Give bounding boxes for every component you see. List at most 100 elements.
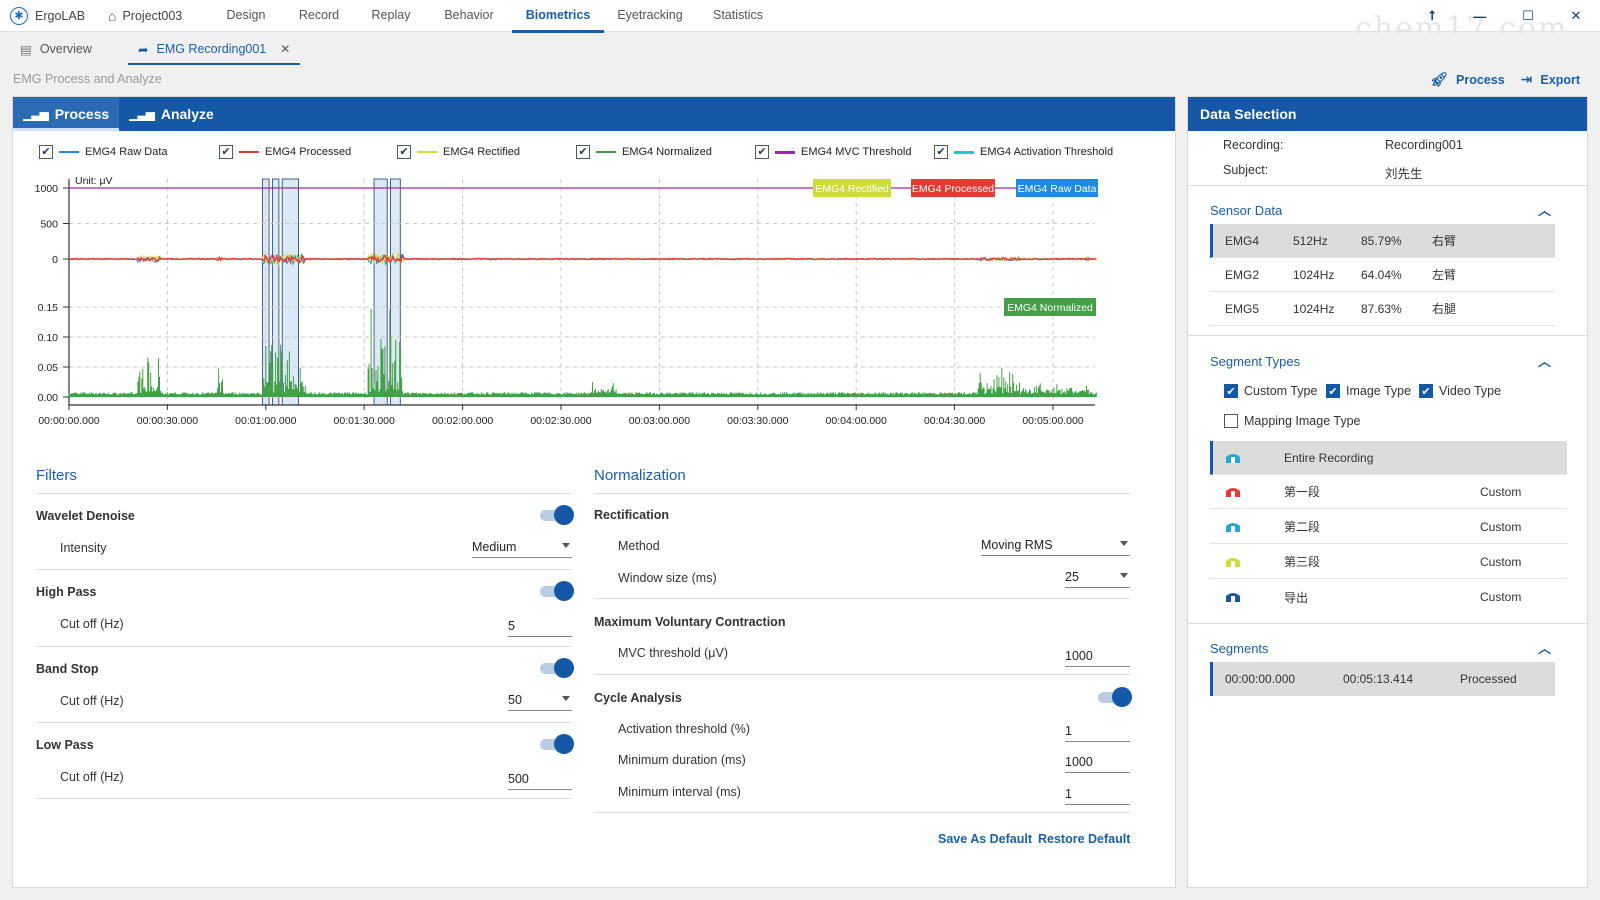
sensor-name: EMG5 xyxy=(1225,301,1260,316)
highpass-toggle[interactable] xyxy=(540,581,574,601)
mvc-threshold-label: MVC threshold (μV) xyxy=(618,646,729,660)
lowpass-toggle[interactable] xyxy=(540,734,574,754)
checkbox-checked-icon[interactable]: ✔ xyxy=(934,145,948,159)
emg-chart[interactable]: 00:00:00.000 00:00:30.000 00:01:00.000 00:0… xyxy=(13,167,1153,547)
x-tick-label: 00:03:00.000 xyxy=(629,415,690,427)
tab-process[interactable]: ▁▃▅ Process xyxy=(13,97,120,131)
ergolab-logo-icon: ✱ xyxy=(10,6,28,25)
bandstop-toggle[interactable] xyxy=(540,658,574,678)
cycle-analysis-toggle[interactable] xyxy=(1098,687,1132,707)
pin-icon[interactable]: ⭡ xyxy=(1428,8,1436,23)
legend-label: EMG4 Normalized xyxy=(622,146,712,158)
tab-overview[interactable]: ▤ Overview xyxy=(0,33,118,65)
minimum-duration-value: 1000 xyxy=(1065,755,1093,769)
x-tick-label: 00:00:00.000 xyxy=(38,415,99,427)
window-size-select[interactable]: 25 xyxy=(1065,568,1130,588)
nav-design[interactable]: Design xyxy=(226,7,266,22)
nav-eyetracking[interactable]: Eyetracking xyxy=(617,7,683,22)
segment-type-row[interactable]: 导出 Custom xyxy=(1210,580,1567,614)
nav-statistics[interactable]: Statistics xyxy=(712,7,763,22)
checkbox-checked-icon: ✔ xyxy=(1224,384,1238,398)
close-tab-icon[interactable]: ✕ xyxy=(280,42,291,56)
segment-type-row[interactable]: Entire Recording xyxy=(1210,441,1567,475)
nav-behavior[interactable]: Behavior xyxy=(444,7,494,22)
activation-threshold-input[interactable]: 1 xyxy=(1065,722,1130,742)
app-logo[interactable]: ✱ ErgoLAB xyxy=(0,6,108,25)
bandstop-cutoff-select[interactable]: 50 xyxy=(508,691,572,711)
x-tick-label: 00:05:00.000 xyxy=(1022,415,1083,427)
checkbox-checked-icon[interactable]: ✔ xyxy=(39,145,53,159)
legend-raw[interactable]: ✔ EMG4 Raw Data xyxy=(39,145,168,159)
checkbox-checked-icon[interactable]: ✔ xyxy=(755,145,769,159)
legend-activation-threshold[interactable]: ✔ EMG4 Activation Threshold xyxy=(934,145,1113,159)
subject-value: 刘先生 xyxy=(1385,167,1423,181)
tab-emg-recording[interactable]: ➦ EMG Recording001 ✕ xyxy=(118,33,300,65)
minimum-duration-input[interactable]: 1000 xyxy=(1065,753,1130,773)
recording-label: Recording: xyxy=(1223,138,1284,152)
maximize-icon[interactable]: ☐ xyxy=(1522,8,1534,23)
sensor-rate: 512Hz xyxy=(1293,233,1328,248)
page-title: EMG Process and Analyze xyxy=(13,72,162,86)
mapping-image-type-checkbox[interactable]: Mapping Image Type xyxy=(1224,414,1361,428)
segment-type-icon xyxy=(1226,593,1240,602)
legend-swatch xyxy=(596,151,616,153)
tab-overview-label: Overview xyxy=(39,42,92,56)
legend-mvc-threshold[interactable]: ✔ EMG4 MVC Threshold xyxy=(755,145,911,159)
y-tick-label-bottom: 0.05 xyxy=(38,362,59,374)
checkbox-checked-icon[interactable]: ✔ xyxy=(576,145,590,159)
minimum-interval-input[interactable]: 1 xyxy=(1065,785,1130,805)
segment-row[interactable]: 00:00:00.000 00:05:13.414 Processed xyxy=(1210,662,1555,696)
chevron-up-icon[interactable]: ︿ xyxy=(1538,354,1552,369)
minimize-icon[interactable]: — xyxy=(1473,8,1487,24)
sensor-row[interactable]: EMG2 1024Hz 64.04% 左臂 xyxy=(1210,258,1555,292)
lowpass-cutoff-input[interactable]: 500 xyxy=(508,770,572,790)
sensor-row[interactable]: EMG5 1024Hz 87.63% 右腿 xyxy=(1210,292,1555,326)
legend-label: EMG4 Rectified xyxy=(443,146,521,158)
rocket-icon: 🚀︎ xyxy=(1430,71,1449,87)
chevron-down-icon xyxy=(1120,541,1128,546)
legend-normalized[interactable]: ✔ EMG4 Normalized xyxy=(576,145,712,159)
close-icon[interactable]: ✕ xyxy=(1570,8,1582,23)
project-button[interactable]: ⌂ Project003 xyxy=(108,8,210,24)
custom-type-checkbox[interactable]: ✔ Custom Type xyxy=(1224,384,1317,398)
tab-analyze[interactable]: ▁▃▅ Analyze xyxy=(119,97,224,131)
legend-swatch xyxy=(239,151,259,153)
checkbox-checked-icon[interactable]: ✔ xyxy=(397,145,411,159)
segment-type-name: Entire Recording xyxy=(1284,450,1374,465)
nav-replay[interactable]: Replay xyxy=(371,7,411,22)
wavelet-toggle[interactable] xyxy=(540,505,574,525)
x-tick-label: 00:01:00.000 xyxy=(235,415,296,427)
segment-type-row[interactable]: 第一段 Custom xyxy=(1210,475,1567,509)
sensor-row[interactable]: EMG4 512Hz 85.79% 右臂 xyxy=(1210,224,1555,258)
checkbox-checked-icon[interactable]: ✔ xyxy=(219,145,233,159)
mvc-threshold-input[interactable]: 1000 xyxy=(1065,647,1130,667)
legend-rectified[interactable]: ✔ EMG4 Rectified xyxy=(397,145,520,159)
export-button[interactable]: ⇥ Export xyxy=(1521,71,1580,88)
window-controls: ⭡ — ☐ ✕ xyxy=(1408,0,1600,32)
restore-default-button[interactable]: Restore Default xyxy=(1038,832,1131,846)
legend-label: EMG4 MVC Threshold xyxy=(801,146,912,158)
sensor-quality: 64.04% xyxy=(1361,267,1402,282)
legend-processed[interactable]: ✔ EMG4 Processed xyxy=(219,145,351,159)
process-button-label: Process xyxy=(1456,72,1505,87)
highpass-cutoff-input[interactable]: 5 xyxy=(508,617,572,637)
nav-biometrics[interactable]: Biometrics xyxy=(512,0,604,33)
segment-type-row[interactable]: 第二段 Custom xyxy=(1210,510,1567,544)
image-type-checkbox[interactable]: ✔ Image Type xyxy=(1326,384,1411,398)
segment-type-icon xyxy=(1226,454,1240,463)
toggle-knob xyxy=(554,505,574,525)
video-type-checkbox[interactable]: ✔ Video Type xyxy=(1419,384,1501,398)
nav-record[interactable]: Record xyxy=(298,7,340,22)
mapping-image-type-label: Mapping Image Type xyxy=(1244,414,1361,428)
method-select[interactable]: Moving RMS xyxy=(981,536,1130,556)
x-tick-label: 00:01:30.000 xyxy=(334,415,395,427)
segment-type-row[interactable]: 第三段 Custom xyxy=(1210,545,1567,579)
window-size-value: 25 xyxy=(1065,570,1079,584)
chevron-up-icon[interactable]: ︿ xyxy=(1538,641,1552,656)
sensor-name: EMG2 xyxy=(1225,267,1260,282)
intensity-select[interactable]: Medium xyxy=(472,538,572,558)
chevron-up-icon[interactable]: ︿ xyxy=(1538,203,1552,218)
segment-start: 00:00:00.000 xyxy=(1225,672,1296,686)
save-as-default-button[interactable]: Save As Default xyxy=(938,832,1033,846)
process-button[interactable]: 🚀︎ Process xyxy=(1430,71,1504,88)
